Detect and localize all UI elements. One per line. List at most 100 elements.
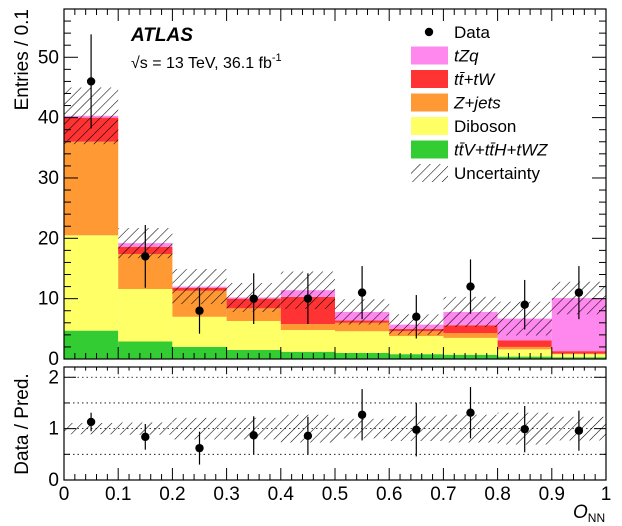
legend-marker-data <box>424 27 434 37</box>
x-tick-label: 0.2 <box>159 484 185 505</box>
ratio-point-7 <box>466 408 475 417</box>
bar-ttv-tth-twz-bin-8 <box>497 356 552 359</box>
bar-tt-tw-bin-7 <box>443 325 498 334</box>
ratio-points <box>86 387 584 465</box>
bar-ttv-tth-twz-bin-9 <box>551 357 606 359</box>
bar-z-jets-bin-8 <box>497 346 552 350</box>
legend-label: Diboson <box>454 117 516 136</box>
legend-label: Z+jets <box>453 94 501 113</box>
ratio-point-3 <box>249 431 258 440</box>
data-point-2 <box>195 306 204 315</box>
ratio-point-0 <box>86 417 96 427</box>
bar-tt-tw-bin-9 <box>551 351 606 354</box>
main-x-axis-ticks <box>63 9 607 359</box>
bar-diboson-bin-9 <box>551 354 606 358</box>
bar-diboson-bin-0 <box>64 235 119 331</box>
bar-ttv-tth-twz-bin-5 <box>335 352 390 359</box>
legend-swatch <box>411 93 448 112</box>
main-frame <box>63 8 607 360</box>
bar-diboson-bin-4 <box>280 330 335 352</box>
bar-diboson-bin-6 <box>389 336 444 355</box>
ratio-y-tick-label: 1 <box>48 419 59 440</box>
legend-label: tZq <box>454 47 479 66</box>
legend-swatch <box>411 70 448 88</box>
bar-diboson-bin-1 <box>118 289 173 342</box>
ratio-point-1 <box>141 432 150 442</box>
ratio-y-axis-label: Data / Pred. <box>12 373 33 474</box>
bar-ttv-tth-twz-bin-6 <box>389 354 444 359</box>
data-point-5 <box>357 288 367 297</box>
x-axis-label-main: O <box>573 502 588 523</box>
legend-label: tt̄V+tt̄H+tWZ <box>454 141 548 160</box>
ratio-panel: 0 1 2 0 0.1 0.2 0.3 0.4 0.5 0.6 0.7 0.8 0.9 1 Data /… <box>12 366 612 525</box>
ratio-point-2 <box>195 443 204 453</box>
x-tick-label: 0.1 <box>105 484 131 505</box>
data-point-4 <box>303 294 313 303</box>
main-y-tick-label: 30 <box>38 168 59 189</box>
x-axis-label-subscript: NN <box>588 511 605 525</box>
legend: Data tZq tt̄+tW Z+jets Diboson tt̄V+tt̄H+tWZ U… <box>411 23 548 183</box>
legend-swatch <box>411 140 448 159</box>
main-y-tick-label: 20 <box>38 228 59 249</box>
bar-z-jets-bin-0 <box>64 141 119 236</box>
bar-tt-tw-bin-8 <box>497 340 552 347</box>
x-tick-label: 1 <box>601 484 612 505</box>
ratio-y-tick-label: 0 <box>48 470 59 491</box>
data-point-8 <box>520 300 529 309</box>
bar-diboson-bin-5 <box>335 331 390 353</box>
x-tick-label: 0.5 <box>322 484 348 505</box>
bar-diboson-bin-3 <box>226 320 281 350</box>
main-y-axis: 0 10 20 30 40 50 <box>38 8 606 370</box>
main-y-tick-label: 0 <box>48 349 59 370</box>
data-points <box>86 34 584 339</box>
data-point-7 <box>466 282 475 291</box>
data-point-1 <box>141 252 150 261</box>
energy-lumi-exponent: -1 <box>272 52 282 64</box>
bar-ttv-tth-twz-bin-0 <box>64 330 119 359</box>
ratio-point-4 <box>303 431 313 441</box>
bar-diboson-bin-8 <box>497 349 552 357</box>
bar-ttv-tth-twz-bin-2 <box>172 346 227 359</box>
data-point-9 <box>574 288 584 297</box>
main-y-tick-label: 10 <box>38 289 59 310</box>
bar-ttv-tth-twz-bin-7 <box>443 354 498 359</box>
bar-z-jets-bin-7 <box>443 333 498 338</box>
x-tick-label: 0.7 <box>430 484 456 505</box>
legend-swatch <box>411 117 448 135</box>
x-tick-label: 0.4 <box>268 484 295 505</box>
legend-swatch <box>411 46 448 65</box>
legend-label: tt̄+tW <box>454 70 496 89</box>
bar-z-jets-bin-5 <box>335 322 390 332</box>
main-y-axis-label: Entries / 0.1 <box>12 9 33 110</box>
main-y-tick-label: 50 <box>38 47 59 68</box>
x-tick-label: 0.8 <box>484 484 510 505</box>
x-tick-label: 0 <box>59 484 70 505</box>
bar-diboson-bin-7 <box>443 337 498 355</box>
energy-lumi-text: √s = 13 TeV, 36.1 fb <box>131 55 272 72</box>
ratio-y-tick-label: 2 <box>48 367 59 388</box>
ratio-band-bin-2 <box>172 417 227 440</box>
x-tick-label: 0.6 <box>376 484 402 505</box>
legend-swatch-uncertainty <box>411 164 448 182</box>
main-y-tick-label: 40 <box>38 108 59 129</box>
data-point-0 <box>86 77 96 86</box>
bar-ttv-tth-twz-bin-3 <box>226 349 281 359</box>
legend-label: Uncertainty <box>454 164 540 183</box>
x-tick-label: 0.9 <box>539 484 565 505</box>
x-axis-label: ONN <box>573 502 605 525</box>
ratio-x-axis: 0 0.1 0.2 0.3 0.4 0.5 0.6 0.7 0.8 0.9 1 <box>59 367 612 505</box>
ratio-point-6 <box>412 425 421 434</box>
main-panel: 0 10 20 30 40 50 Entries / 0.1 ATLAS √s = 13 … <box>12 8 607 370</box>
data-point-6 <box>412 312 421 321</box>
ratio-frame <box>63 366 607 481</box>
bar-ttv-tth-twz-bin-1 <box>118 341 173 359</box>
bar-z-jets-bin-4 <box>280 324 335 331</box>
ratio-point-5 <box>357 410 367 419</box>
x-tick-label: 0.3 <box>213 484 239 505</box>
bar-z-jets-bin-9 <box>551 353 606 355</box>
legend-label: Data <box>454 23 490 42</box>
energy-lumi-label: √s = 13 TeV, 36.1 fb-1 <box>131 52 282 72</box>
ratio-point-8 <box>520 424 529 434</box>
ratio-point-9 <box>574 426 584 435</box>
